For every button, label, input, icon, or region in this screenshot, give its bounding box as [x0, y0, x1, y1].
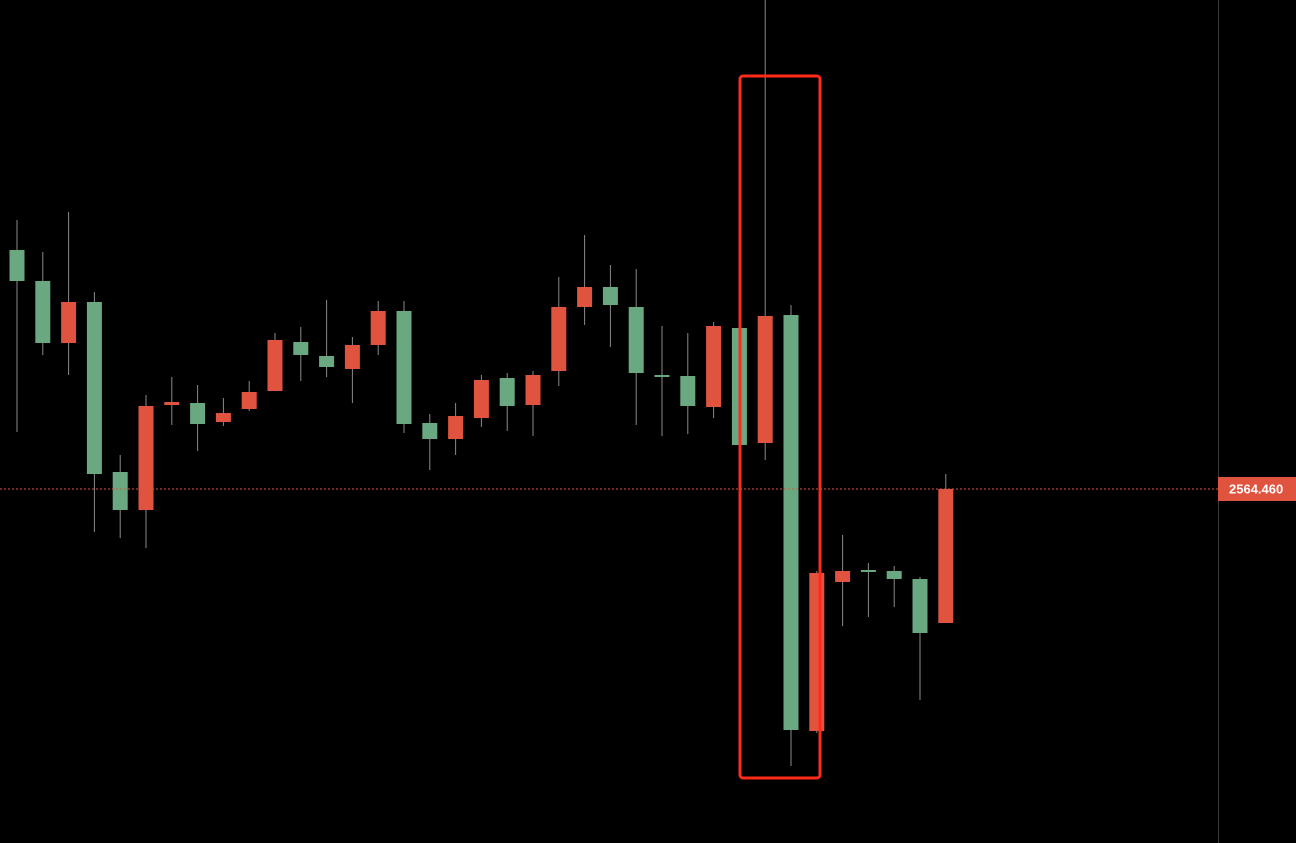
candle-body — [112, 472, 128, 510]
candle-body — [9, 250, 25, 281]
candle-body — [86, 302, 102, 474]
candle-body — [577, 287, 593, 307]
candle-body — [706, 326, 722, 407]
candle-body — [783, 315, 799, 730]
candle-body — [422, 423, 438, 439]
candle-body — [344, 345, 360, 369]
candle-body — [680, 376, 696, 406]
candle-body — [835, 571, 851, 582]
candle-body — [61, 302, 77, 343]
candle-body — [860, 570, 876, 572]
candle-body — [757, 316, 773, 443]
candle-body — [138, 406, 154, 510]
candle-body — [293, 342, 309, 355]
candle-body — [215, 413, 231, 422]
candle-body — [602, 287, 618, 305]
price-label-box — [1218, 477, 1296, 501]
candle-body — [912, 579, 928, 633]
candle-body — [473, 380, 489, 418]
candle-body — [938, 489, 954, 623]
candle-body — [35, 281, 51, 343]
plot-area — [9, 0, 954, 766]
candle-body — [164, 402, 180, 405]
candle-body — [628, 307, 644, 373]
price-label: 2564.460 — [1229, 481, 1283, 496]
candle-body — [396, 311, 412, 424]
candle-body — [370, 311, 386, 345]
candle-body — [319, 356, 335, 367]
candle-body — [525, 375, 541, 405]
candle-body — [190, 403, 206, 424]
candle-body — [654, 375, 670, 377]
candle-body — [809, 573, 825, 731]
candle-body — [551, 307, 567, 371]
candle-body — [499, 378, 515, 406]
candle-body — [886, 571, 902, 579]
candle-body — [267, 340, 283, 391]
candle-body — [241, 392, 257, 409]
highlight-box — [738, 74, 822, 780]
candle-body — [448, 416, 464, 439]
